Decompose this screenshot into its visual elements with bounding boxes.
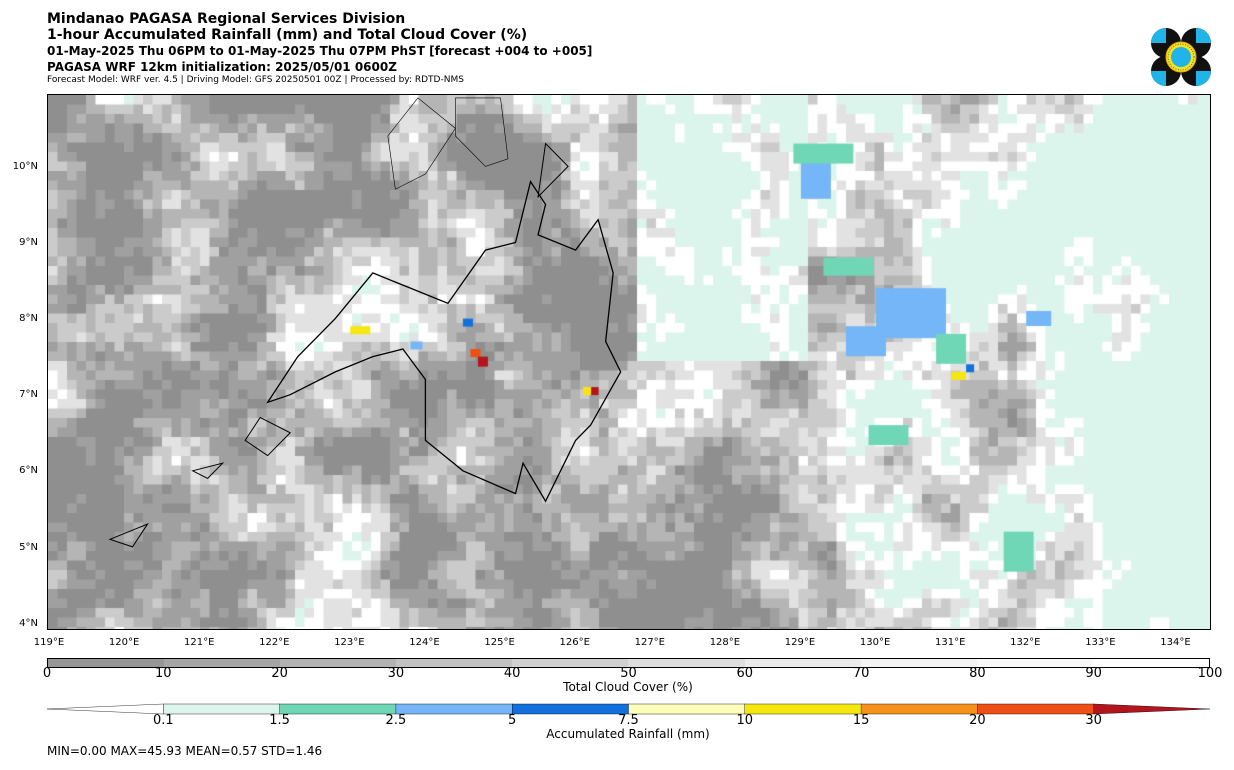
initialization-info: PAGASA WRF 12km initialization: 2025/05/… xyxy=(47,60,397,74)
cloud-colorbar-segment xyxy=(512,659,629,667)
cloud-colorbar-tick: 60 xyxy=(736,666,754,681)
rain-colorbar-segment xyxy=(860,703,979,715)
lon-tick-label: 131°E xyxy=(934,637,966,648)
lon-tick-label: 132°E xyxy=(1010,637,1041,648)
cloud-colorbar-tick: 30 xyxy=(387,666,405,681)
rain-colorbar-tick: 30 xyxy=(1085,713,1102,728)
lon-tick-label: 130°E xyxy=(859,637,891,648)
rain-colorbar-segment xyxy=(512,703,630,715)
cloud-colorbar-tick: 10 xyxy=(155,666,172,681)
rain-colorbar-tick: 10 xyxy=(736,713,754,728)
map-title: Mindanao PAGASA Regional Services Divisi… xyxy=(47,11,406,27)
lat-tick-label: 5°N xyxy=(19,541,38,553)
lon-tick-label: 133°E xyxy=(1085,637,1116,648)
rain-colorbar-segment xyxy=(1093,703,1210,715)
cloud-colorbar-segment xyxy=(396,659,513,667)
cloud-colorbar-segment xyxy=(164,659,281,667)
leyte-coastline xyxy=(455,97,509,167)
cloud-colorbar-tick: 100 xyxy=(1197,666,1223,681)
bohol-cebu-coastline xyxy=(387,97,456,190)
lon-tick-label: 122°E xyxy=(259,637,290,648)
cloud-colorbar-segment xyxy=(976,659,1093,667)
basilan-coastline xyxy=(244,416,292,457)
cloud-colorbar-segment xyxy=(860,659,977,667)
lon-tick-label: 119°E xyxy=(33,637,65,648)
rain-colorbar-segment xyxy=(163,703,281,715)
cloud-cover-colorbar-label: Total Cloud Cover (%) xyxy=(563,680,693,694)
valid-period: 01-May-2025 Thu 06PM to 01-May-2025 Thu … xyxy=(47,44,593,58)
lon-tick-label: 124°E xyxy=(409,637,440,648)
pagasa-logo xyxy=(1151,28,1211,86)
lon-tick-label: 125°E xyxy=(484,637,515,648)
rainfall-colorbar xyxy=(47,703,1210,715)
lat-tick-label: 10°N xyxy=(12,161,38,172)
rain-colorbar-tick: 0.1 xyxy=(152,713,174,728)
lat-tick-label: 7°N xyxy=(19,389,38,401)
lon-tick-label: 128°E xyxy=(709,637,741,648)
tawi-tawi-coastline xyxy=(108,523,149,548)
rain-colorbar-segment xyxy=(395,703,513,715)
dinagat-coastline xyxy=(537,142,569,199)
lat-tick-label: 8°N xyxy=(19,313,38,325)
rain-colorbar-tick: 20 xyxy=(969,713,986,728)
rain-colorbar-tick: 5 xyxy=(508,713,517,728)
rain-colorbar-tick: 1.5 xyxy=(269,713,290,728)
model-info: Forecast Model: WRF ver. 4.5 | Driving M… xyxy=(47,75,464,85)
rain-colorbar-segment xyxy=(47,703,164,715)
lon-tick-label: 129°E xyxy=(784,637,816,648)
jolo-coastline xyxy=(191,462,225,480)
cloud-colorbar-tick: 20 xyxy=(271,666,288,681)
lon-tick-label: 123°E xyxy=(334,637,365,648)
rainfall-colorbar-label: Accumulated Rainfall (mm) xyxy=(546,727,710,741)
cloud-colorbar-segment xyxy=(1092,659,1209,667)
lon-tick-label: 127°E xyxy=(634,637,665,648)
rain-colorbar-segment xyxy=(977,703,1095,715)
rainfall-statistics: MIN=0.00 MAX=45.93 MEAN=0.57 STD=1.46 xyxy=(47,744,323,758)
lon-tick-label: 120°E xyxy=(108,637,140,648)
cloud-colorbar-segment xyxy=(48,659,165,667)
rain-colorbar-segment xyxy=(628,703,746,715)
rain-colorbar-segment xyxy=(279,703,397,715)
rainfall-cloud-map xyxy=(47,94,1211,630)
cloud-colorbar-tick: 80 xyxy=(969,666,986,681)
cloud-colorbar-segment xyxy=(744,659,861,667)
lat-tick-label: 6°N xyxy=(19,465,38,477)
cloud-cover-colorbar xyxy=(47,658,1210,668)
lon-tick-label: 126°E xyxy=(559,637,590,648)
rain-colorbar-tick: 2.5 xyxy=(385,713,407,728)
coastlines xyxy=(108,97,622,548)
cloud-colorbar-segment xyxy=(628,659,745,667)
mindanao-coastline xyxy=(266,180,622,503)
rain-colorbar-tick: 15 xyxy=(852,713,870,728)
cloud-colorbar-tick: 40 xyxy=(503,666,521,681)
lon-tick-label: 134°E xyxy=(1160,637,1191,648)
rain-colorbar-tick: 7.5 xyxy=(618,713,639,728)
cloud-colorbar-tick: 0 xyxy=(42,666,52,681)
map-subtitle: 1-hour Accumulated Rainfall (mm) and Tot… xyxy=(47,27,528,43)
lon-tick-label: 121°E xyxy=(183,637,215,648)
cloud-colorbar-segment xyxy=(280,659,397,667)
cloud-rain-grid xyxy=(48,95,1210,629)
rain-colorbar-segment xyxy=(744,703,862,715)
cloud-colorbar-tick: 70 xyxy=(852,666,870,681)
lat-tick-label: 9°N xyxy=(19,237,38,249)
cloud-colorbar-tick: 50 xyxy=(620,666,637,681)
cloud-colorbar-tick: 90 xyxy=(1085,666,1102,681)
lat-tick-label: 4°N xyxy=(19,617,38,629)
